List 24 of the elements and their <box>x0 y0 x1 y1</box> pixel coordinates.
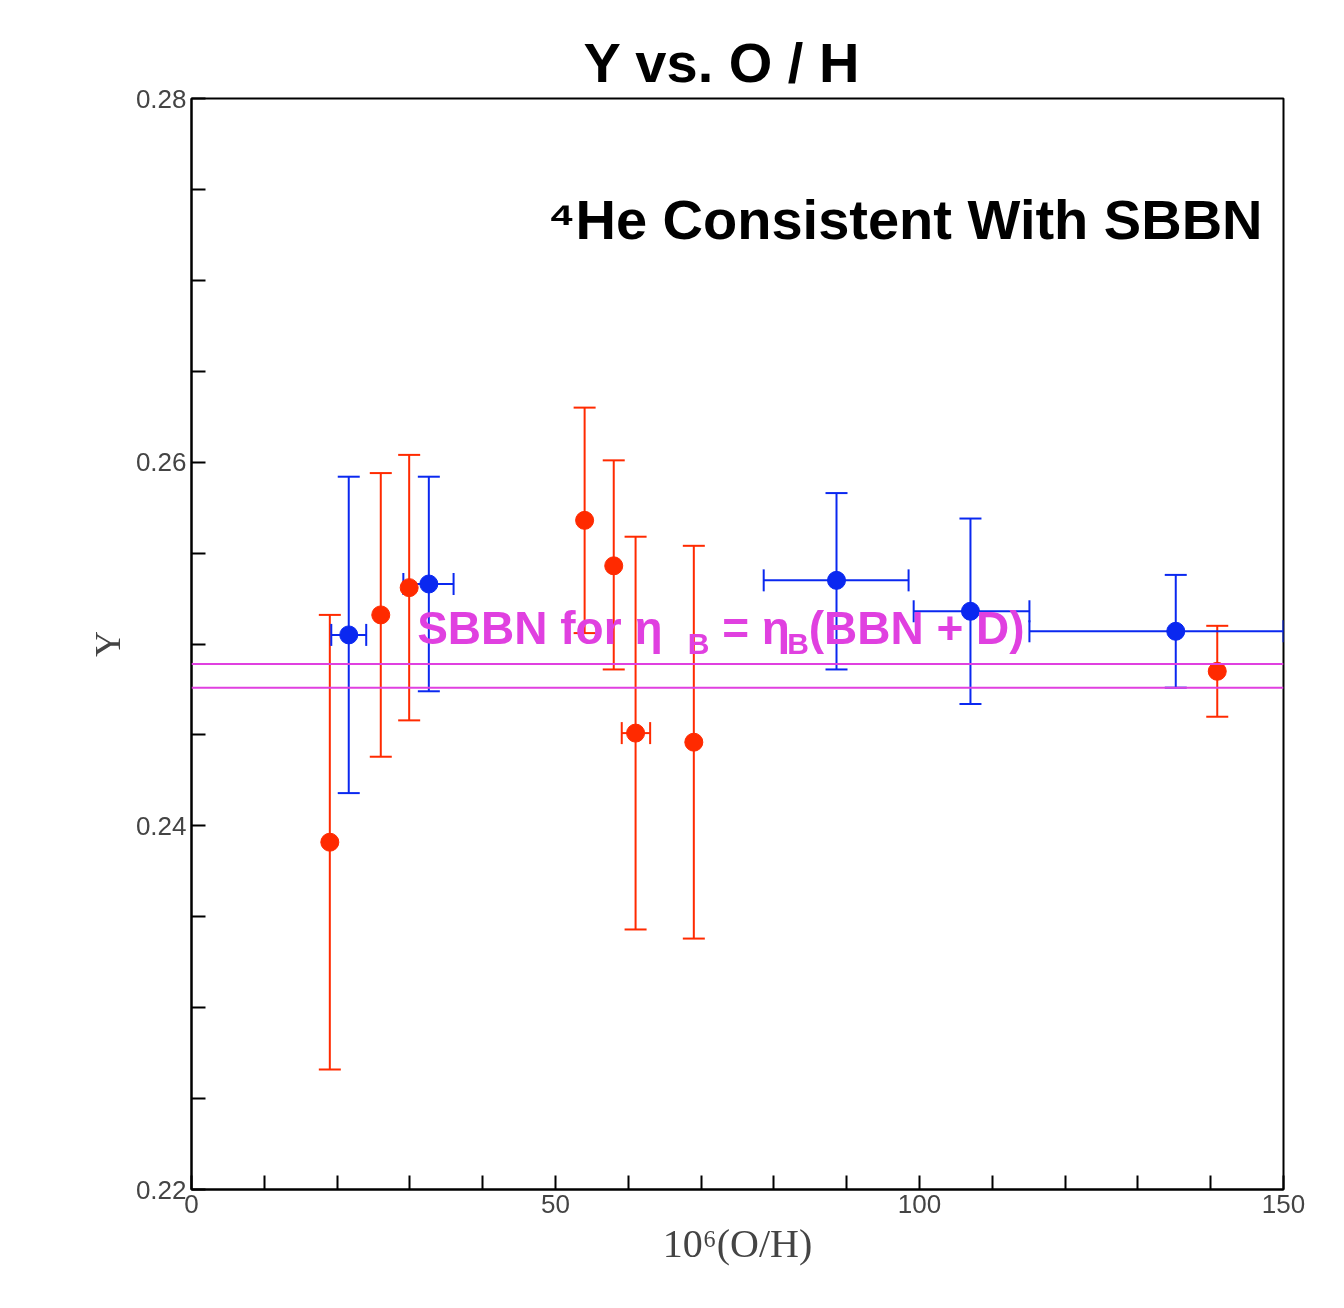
y-tick-label: 0.24 <box>135 810 187 841</box>
point <box>827 570 847 590</box>
point <box>575 510 595 530</box>
point <box>960 601 980 621</box>
point <box>371 605 391 625</box>
x-axis-title: 10⁶(O/H) <box>662 1220 813 1266</box>
point <box>1207 661 1227 681</box>
x-tick-label: 150 <box>1261 1188 1306 1219</box>
point <box>339 625 359 645</box>
point <box>604 556 624 576</box>
y-tick-label: 0.26 <box>135 447 187 478</box>
chart-title: Y vs. O / H <box>583 30 860 94</box>
y-tick-label: 0.28 <box>135 83 187 114</box>
x-tick-label: 0 <box>184 1188 199 1219</box>
point <box>1166 621 1186 641</box>
x-tick-label: 100 <box>897 1188 942 1219</box>
x-tick-label: 50 <box>541 1188 570 1219</box>
point <box>626 723 646 743</box>
point <box>399 578 419 598</box>
y-axis-title: Y <box>87 631 128 657</box>
point <box>419 574 439 594</box>
point <box>320 832 340 852</box>
point <box>684 732 704 752</box>
annotation: ⁴He Consistent With SBBN <box>547 188 1263 251</box>
